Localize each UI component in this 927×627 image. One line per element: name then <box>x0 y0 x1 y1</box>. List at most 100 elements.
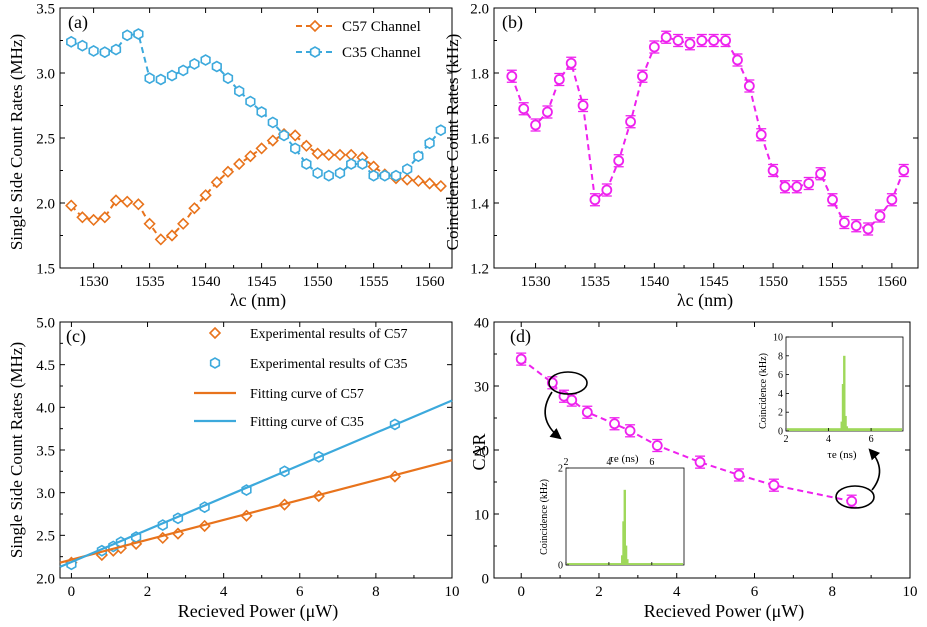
panel-c-legend-label: Fitting curve of C57 <box>250 387 364 402</box>
panel-a-point <box>256 106 267 118</box>
panel-a-point <box>121 195 134 208</box>
inset-bottom-axes: 2 4 6 0 2 <box>558 457 685 572</box>
panel-b-point <box>672 35 684 46</box>
panel-a-point <box>424 137 435 150</box>
inset-top-bar <box>840 421 843 431</box>
panel-b-plot <box>506 30 910 236</box>
panel-a-point <box>109 194 123 207</box>
panel-a-xtick-label: 1540 <box>191 274 221 290</box>
panel-a-xlabel: λc (nm) <box>230 290 286 311</box>
panel-d-point <box>515 353 527 365</box>
panel-a-legend-marker <box>309 46 321 58</box>
panel-d-point <box>694 456 706 468</box>
panel-d-xtick-label: 6 <box>751 584 759 600</box>
inset-top-xtick-label: 4 <box>826 434 831 445</box>
panel-b-point <box>565 57 577 69</box>
panel-d-ytick-label: 40 <box>474 315 489 331</box>
panel-a-point <box>165 229 179 242</box>
panel-d-xtick-label: 2 <box>595 584 603 600</box>
panel-b-point <box>862 223 874 235</box>
panel-a-point <box>144 72 155 85</box>
panel-a-ylabel: Single Side Count Rates (MHz) <box>7 34 26 250</box>
panel-b-point <box>648 41 660 53</box>
panel-b-point <box>660 31 672 43</box>
panel-a-ytick-label: 3.0 <box>36 66 55 82</box>
panel-b-point <box>755 129 767 141</box>
panel-d-point <box>768 479 780 491</box>
panel-a-point <box>266 134 279 147</box>
panel-b-xlabel: λc (nm) <box>677 290 733 311</box>
panel-c-xlabel: Recieved Power (μW) <box>178 601 339 622</box>
panel-b-point <box>506 70 518 82</box>
panel-a-point <box>210 176 223 189</box>
panel-a-point <box>77 39 88 52</box>
panel-a-point <box>188 202 201 215</box>
panel-a-legend-marker <box>308 19 322 33</box>
panel-a-point <box>300 139 313 152</box>
inset-top-ytick-label: 10 <box>773 333 783 344</box>
panel-a-point <box>301 158 312 170</box>
panel-b-point <box>898 165 910 176</box>
panel-d-xtick-label: 10 <box>903 584 918 600</box>
inset-bottom-bar <box>621 555 624 565</box>
panel-d-axes: 0 2 4 6 8 10 0 10 20 30 40 <box>474 315 918 600</box>
panel-a-xtick-label: 1530 <box>79 274 109 290</box>
panel-a-xtick-label: 1555 <box>359 274 389 290</box>
panel-a-legend-label: C35 Channel <box>342 45 421 61</box>
panel-d-xtick-label: 4 <box>673 584 681 600</box>
panel-a-point <box>311 147 324 160</box>
panel-b-ytick-label: 1.8 <box>470 66 489 82</box>
panel-a-point <box>88 44 99 57</box>
panel-a-series-line-0 <box>70 133 442 241</box>
panel-c-xtick-label: 6 <box>296 584 304 600</box>
panel-a-point <box>333 148 347 162</box>
panel-b-point <box>827 194 838 206</box>
panel-d-annotations <box>544 371 881 509</box>
panel-b-point <box>589 194 601 206</box>
inset-bottom-xtick-label: 2 <box>564 457 569 468</box>
inset-bottom-bar <box>622 521 625 565</box>
panel-a-xtick-label: 1550 <box>303 274 333 290</box>
panel-d-point <box>651 440 663 451</box>
panel-d-point <box>846 495 858 507</box>
panel-a-point <box>334 167 346 180</box>
panel-d-xtick-label: 0 <box>517 584 525 600</box>
panel-d-ytick-label: 30 <box>474 379 489 395</box>
inset-bottom-bar <box>624 545 628 565</box>
inset-top-bar <box>845 426 849 431</box>
panel-a-point <box>143 217 156 230</box>
panel-a-axes: 1530 1535 1540 1545 1550 1555 1560 1.5 2.0 2.5 3.0… <box>36 1 453 290</box>
panel-a-point <box>133 28 144 40</box>
panel-a-point <box>200 54 211 66</box>
panel-a-plot <box>65 28 447 246</box>
panel-a-point <box>278 129 290 142</box>
panel-b-xtick-label: 1555 <box>817 274 847 290</box>
panel-a-point <box>346 158 357 170</box>
inset-bottom-xlabel: τe (ns) <box>609 453 638 465</box>
panel-d-ytick-label: 0 <box>482 571 490 587</box>
panel-a-point <box>178 64 189 77</box>
panel-a-point <box>390 169 402 182</box>
panel-b-point <box>779 181 791 193</box>
panel-a-point <box>87 213 100 227</box>
panel-d-xtick-label: 8 <box>828 584 836 600</box>
panel-a-ytick-label: 2.0 <box>36 196 55 212</box>
panel-a-xtick-label: 1545 <box>247 274 277 290</box>
panel-c-xtick-label: 8 <box>372 584 380 600</box>
panel-c-legend-marker <box>208 326 222 340</box>
panel-a-point <box>98 211 111 224</box>
panel-c-xtick-label: 4 <box>220 584 228 600</box>
panel-c-ytick-label: 5.0 <box>36 315 55 331</box>
panel-a-point <box>154 233 167 246</box>
panel-b-point <box>767 165 779 176</box>
panel-b-point <box>601 184 613 196</box>
panel-a-point <box>323 169 334 182</box>
panel-d-point <box>733 469 745 481</box>
inset-bottom-ylabel: Coincidence (kHz) <box>539 479 550 555</box>
inset-bottom-xtick-label: 6 <box>649 457 654 468</box>
panel-a-point <box>233 157 246 171</box>
panel-c-legend-label: Fitting curve of C35 <box>250 415 364 430</box>
panel-c-ytick-label: 4.5 <box>36 358 55 374</box>
panel-d-ytick-label: 20 <box>474 443 489 459</box>
